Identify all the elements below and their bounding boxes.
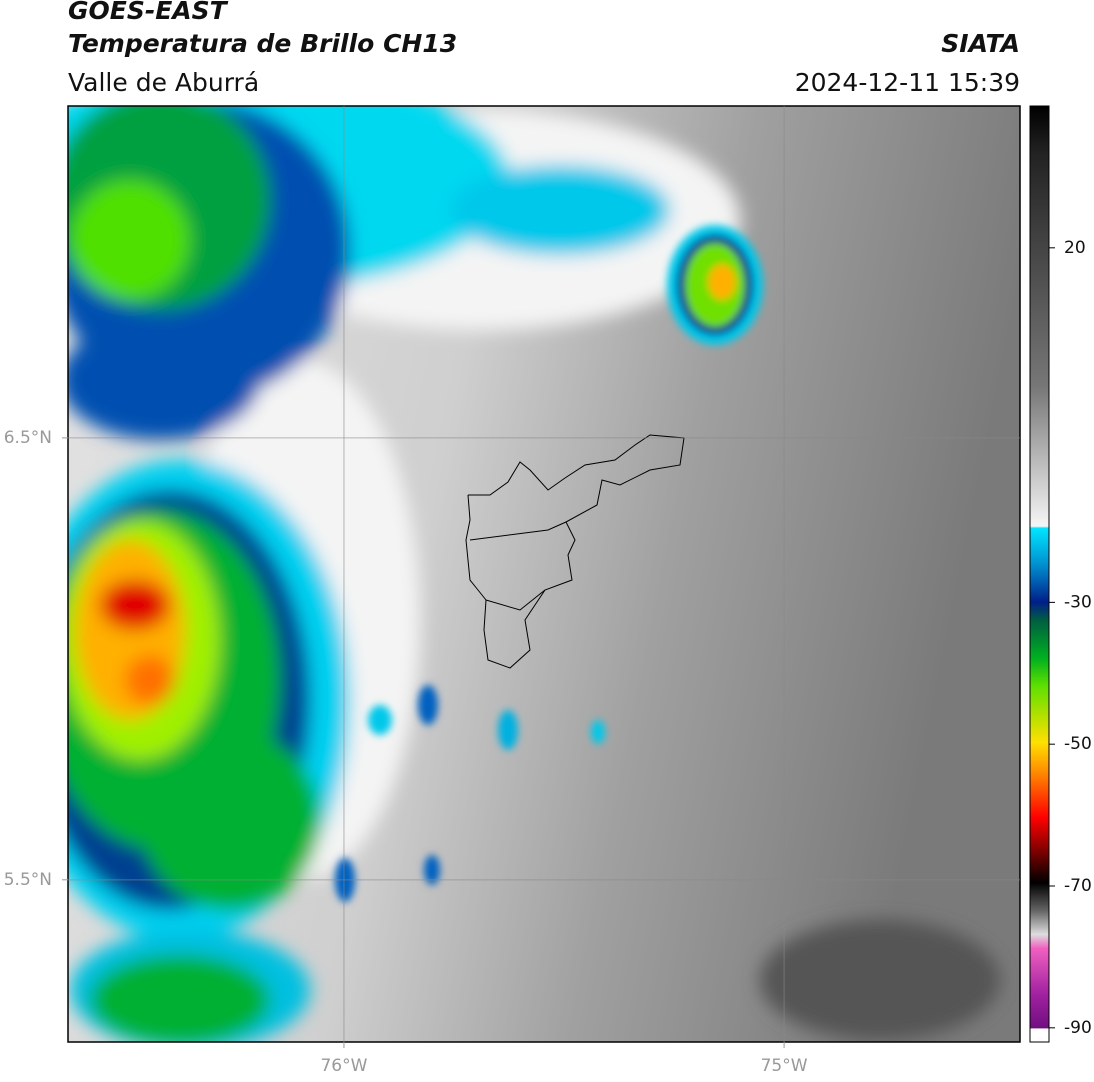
y-tick-label: 6.5°N: [4, 428, 52, 448]
region: Valle de Aburrá: [68, 68, 259, 97]
x-tick-label: 76°W: [320, 1056, 367, 1076]
y-tick-label: 5.5°N: [4, 870, 52, 890]
colorbar-tick-label: -50: [1064, 734, 1092, 754]
title: GOES-EAST: [68, 0, 229, 25]
colorbar-tick-label: -70: [1064, 876, 1092, 896]
colorbar-tick-label: -90: [1064, 1018, 1092, 1038]
colorbar: [1029, 105, 1050, 1043]
colorbar-tick-label: -30: [1064, 592, 1092, 612]
map-image: [68, 106, 1020, 1042]
datetime: 2024-12-11 15:39: [795, 68, 1020, 97]
source: SIATA: [941, 29, 1020, 58]
map-frame: [67, 105, 1021, 1043]
subtitle: Temperatura de Brillo CH13: [68, 29, 457, 58]
colorbar-tick-label: 20: [1064, 238, 1086, 258]
x-tick-label: 75°W: [761, 1056, 808, 1076]
